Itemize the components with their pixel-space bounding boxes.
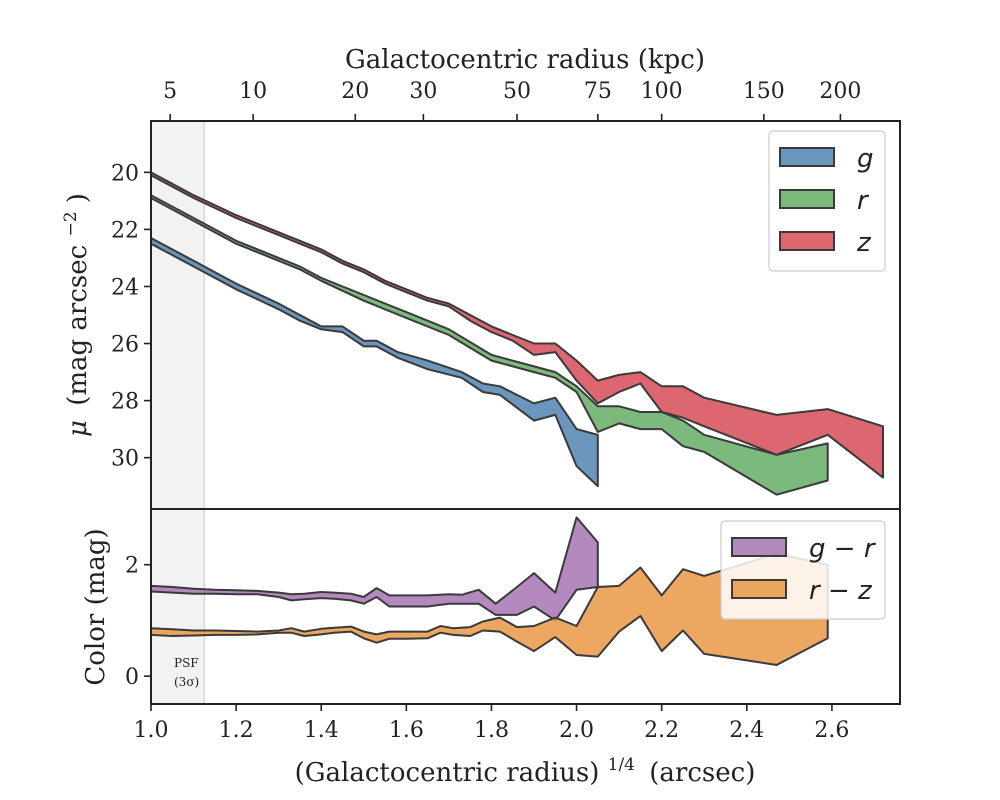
x-axis-label-unit: (arcsec) xyxy=(649,758,755,788)
color-panel-frame xyxy=(150,508,901,705)
x-axis-label-exponent: 1/4 xyxy=(608,755,635,775)
color-y-tick-label: 2 xyxy=(125,554,139,579)
color-profile-band-0 xyxy=(150,516,599,622)
main-y-axis-label: μ (mag arcsec −2 ) xyxy=(53,193,93,437)
color-profile-band-1 xyxy=(150,552,829,666)
x-tick-label: 1.6 xyxy=(389,718,424,743)
x-tick-label: 2.2 xyxy=(644,718,679,743)
top-tick-label: 20 xyxy=(341,79,369,104)
main-y-tick-label: 28 xyxy=(111,390,139,415)
main-y-tick-label: 30 xyxy=(111,447,139,472)
x-tick-label: 1.0 xyxy=(134,718,169,743)
main-y-tick-label: 26 xyxy=(111,333,139,358)
color-profile-legend-label: r − z xyxy=(809,576,873,606)
x-axis-label-main: (Galactocentric radius) xyxy=(295,758,600,788)
x-tick-label: 1.8 xyxy=(474,718,509,743)
main-y-tick-label: 24 xyxy=(111,275,139,300)
x-axis-label: (Galactocentric radius) 1/4 (arcsec) xyxy=(295,747,756,788)
color-legend: g − r r − z xyxy=(720,520,886,620)
top-tick-label: 10 xyxy=(239,79,267,104)
color-profile-legend-label: g − r xyxy=(809,534,877,564)
mu-unit-close: ) xyxy=(63,193,93,203)
surface-brightness-band-1 xyxy=(150,194,829,496)
x-tick-label: 2.6 xyxy=(814,718,849,743)
top-axis-title: Galactocentric radius (kpc) xyxy=(345,45,705,75)
top-tick-label: 5 xyxy=(163,79,177,104)
color-profile-legend-swatch xyxy=(731,537,787,557)
surface-brightness-legend-swatch xyxy=(779,147,835,167)
main-y-tick-label: 20 xyxy=(111,161,139,186)
x-tick-label: 2.4 xyxy=(729,718,764,743)
surface-brightness-band-0 xyxy=(150,237,599,488)
color-panel: PSF (3σ) 1.0 1.2 1.4 1.6 1.8 2.0 2.2 2.4 2.6 0 2 xyxy=(125,508,901,743)
surface-brightness-panel: 20 22 24 26 28 30 5 10 20 30 50 75 100 150 200 xyxy=(111,79,901,510)
top-tick-label: 75 xyxy=(584,79,612,104)
x-tick-label: 2.0 xyxy=(559,718,594,743)
top-tick-label: 50 xyxy=(503,79,531,104)
psf-label: PSF xyxy=(174,656,199,670)
mu-symbol: μ xyxy=(63,420,93,437)
top-tick-label: 200 xyxy=(819,79,861,104)
color-y-axis-label: Color (mag) xyxy=(81,528,111,685)
surface-brightness-band-2 xyxy=(150,171,884,479)
color-profile-legend-swatch xyxy=(731,579,787,599)
surface-brightness-legend-label: r xyxy=(857,186,870,216)
surface-brightness-legend-swatch xyxy=(779,189,835,209)
color-y-tick-label: 0 xyxy=(125,665,139,690)
top-tick-label: 100 xyxy=(641,79,683,104)
main-y-tick-label: 22 xyxy=(111,218,139,243)
psf-region-color xyxy=(150,508,205,705)
top-tick-label: 150 xyxy=(743,79,785,104)
psf-sigma-label: (3σ) xyxy=(174,675,199,689)
mu-unit-exponent: −2 xyxy=(61,211,81,236)
surface-brightness-legend-label: z xyxy=(856,228,872,258)
x-tick-label: 1.2 xyxy=(219,718,254,743)
surface-brightness-legend-label: g xyxy=(857,144,874,174)
mu-unit: (mag arcsec xyxy=(63,245,93,406)
main-legend: grz xyxy=(768,130,886,272)
x-tick-label: 1.4 xyxy=(304,718,339,743)
surface-brightness-legend-swatch xyxy=(779,231,835,251)
top-tick-label: 30 xyxy=(409,79,437,104)
